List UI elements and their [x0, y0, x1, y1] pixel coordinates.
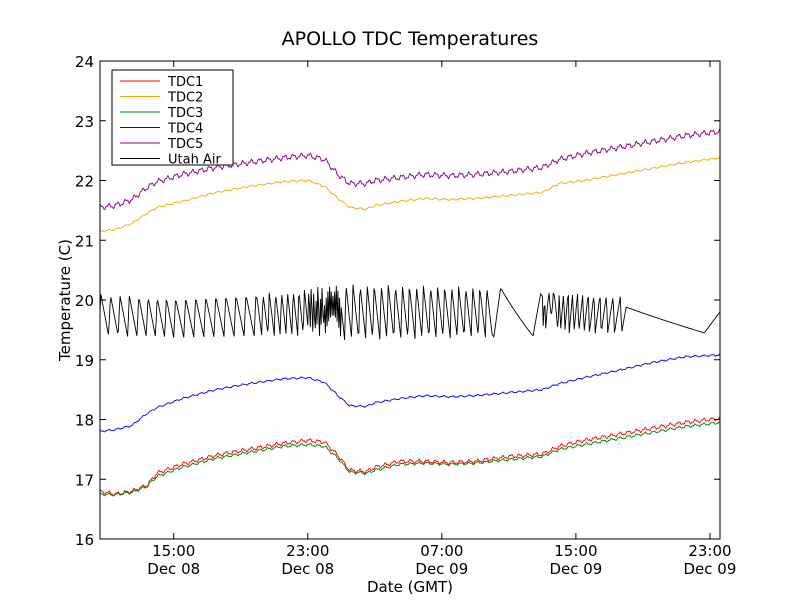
legend-label-tdc1: TDC1: [167, 75, 203, 90]
legend-label-tdc4: TDC4: [167, 122, 203, 137]
y-tick-label: 19: [75, 352, 94, 370]
x-tick-time-label: 23:00: [286, 542, 329, 560]
x-tick-time-label: 23:00: [688, 542, 731, 560]
y-tick-label: 18: [75, 412, 94, 430]
legend-label-tdc2: TDC2: [167, 91, 203, 106]
series-layer: [100, 128, 720, 497]
y-tick-label: 22: [75, 173, 94, 191]
x-tick-date-label: Dec 09: [684, 560, 737, 578]
legend-label-tdc3: TDC3: [167, 106, 203, 121]
x-tick-date-label: Dec 08: [147, 560, 200, 578]
series-line-tdc5: [100, 128, 720, 211]
x-tick-time-label: 07:00: [420, 542, 463, 560]
y-tick-label: 23: [75, 113, 94, 131]
x-tick-date-label: Dec 08: [281, 560, 334, 578]
x-axis-label: Date (GMT): [367, 578, 453, 596]
chart-title: APOLLO TDC Temperatures: [282, 28, 539, 50]
y-axis-label: Temperature (C): [56, 239, 74, 362]
y-tick-label: 16: [75, 531, 94, 549]
y-tick-label: 20: [75, 292, 94, 310]
series-line-tdc3: [100, 420, 720, 497]
legend-label-tdc5: TDC5: [167, 137, 203, 152]
legend-label-utah-air: Utah Air: [168, 153, 221, 168]
series-line-tdc4: [100, 353, 720, 433]
x-tick-time-label: 15:00: [152, 542, 195, 560]
x-tick-date-label: Dec 09: [549, 560, 602, 578]
x-tick-date-label: Dec 09: [415, 560, 468, 578]
y-tick-label: 17: [75, 471, 94, 489]
series-line-tdc1: [100, 415, 720, 497]
plot-frame: [99, 60, 721, 540]
x-tick-time-label: 15:00: [554, 542, 597, 560]
series-line-utah-air: [100, 284, 720, 341]
y-tick-label: 21: [75, 232, 94, 250]
series-line-tdc2: [100, 156, 720, 233]
legend-box: [111, 69, 234, 166]
y-tick-label: 24: [75, 53, 94, 71]
